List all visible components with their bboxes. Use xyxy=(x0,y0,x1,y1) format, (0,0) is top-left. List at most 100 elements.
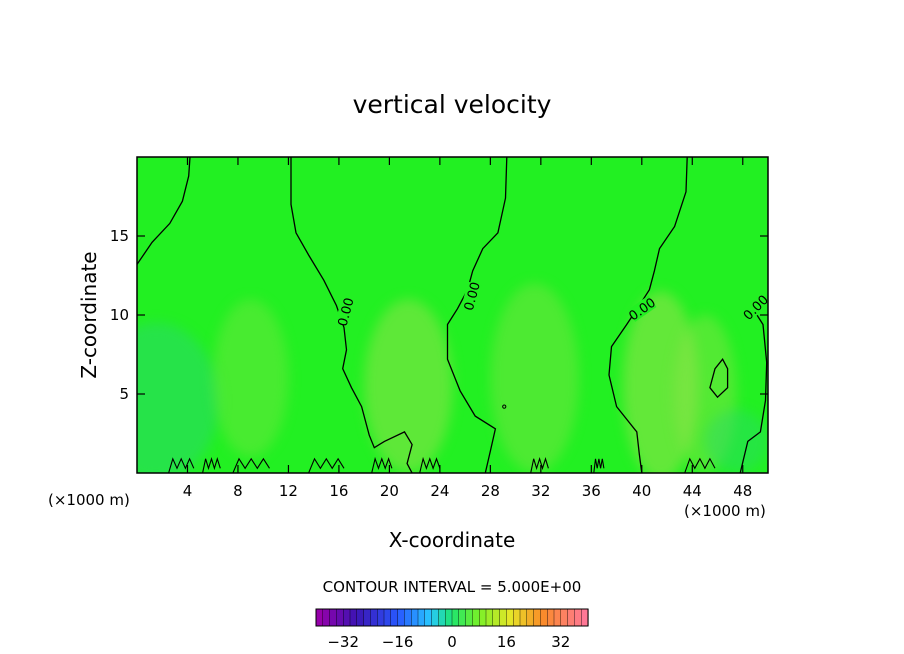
zero-contour xyxy=(290,157,413,473)
colorbar xyxy=(315,608,589,627)
noise-contour xyxy=(308,457,345,473)
colorbar-tick-label: 0 xyxy=(447,633,457,651)
y-tick-label: 10 xyxy=(110,306,129,324)
colorbar-cell xyxy=(492,608,501,627)
colorbar-cell xyxy=(547,608,555,627)
colorbar-cell xyxy=(479,608,487,627)
colorbar-cell xyxy=(472,608,480,627)
contour-label-bg xyxy=(741,292,768,322)
colorbar-cell xyxy=(424,608,433,627)
colorbar-tick-label: −16 xyxy=(382,633,414,651)
colorbar-tick-label: −32 xyxy=(327,633,359,651)
x-tick-label: 44 xyxy=(683,482,702,500)
shading-patch xyxy=(212,299,289,458)
colorbar-cell xyxy=(581,608,589,627)
colorbar-cell xyxy=(445,608,453,627)
noise-contour xyxy=(684,457,716,473)
noise-contour xyxy=(168,457,195,473)
colorbar-cell xyxy=(343,608,351,627)
x-tick-label: 40 xyxy=(632,482,651,500)
closed-contour xyxy=(709,358,729,399)
colorbar-cell xyxy=(451,608,460,627)
y-axis-label: Z-coordinate xyxy=(77,251,101,378)
colorbar-cell xyxy=(574,608,582,627)
colorbar-cell xyxy=(499,608,508,627)
x-tick-label: 24 xyxy=(430,482,449,500)
colorbar-cell xyxy=(377,608,385,627)
x-tick-label: 48 xyxy=(733,482,752,500)
noise-contour xyxy=(530,456,549,473)
colorbar-cell xyxy=(458,608,467,627)
colorbar-cell xyxy=(397,608,406,627)
x-tick-label: 8 xyxy=(233,482,243,500)
colorbar-cell xyxy=(363,608,372,627)
colorbar-cell xyxy=(431,608,440,627)
colorbar-ticks: −32 −16 0 16 32 xyxy=(327,633,570,651)
colorbar-cell xyxy=(356,608,365,627)
colorbar-cell xyxy=(519,608,528,627)
zero-contour xyxy=(739,308,768,473)
shading-patch xyxy=(490,283,579,473)
x-unit-label-left: (×1000 m) xyxy=(48,491,130,509)
noise-contour xyxy=(202,456,221,473)
colorbar-cell xyxy=(411,608,419,627)
colorbar-cell xyxy=(533,608,541,627)
chart-title: vertical velocity xyxy=(353,90,552,119)
contour-label-bg xyxy=(461,281,482,311)
colorbar-cell xyxy=(513,608,521,627)
y-tick-label: 5 xyxy=(119,385,129,403)
colorbar-tick-label: 32 xyxy=(551,633,570,651)
x-unit-label-right: (×1000 m) xyxy=(684,502,766,520)
colorbar-cell xyxy=(404,608,412,627)
colorbar-cell xyxy=(417,608,426,627)
y-tick-label: 15 xyxy=(110,227,129,245)
colorbar-tick-label: 16 xyxy=(497,633,516,651)
x-tick-label: 32 xyxy=(531,482,550,500)
colorbar-cell xyxy=(485,608,494,627)
noise-contour xyxy=(593,458,605,473)
colorbar-cell xyxy=(438,608,446,627)
y-axis-ticks: 5 10 15 xyxy=(110,227,768,403)
colorbar-cell xyxy=(383,608,392,627)
x-tick-label: 36 xyxy=(582,482,601,500)
colorbar-cell xyxy=(560,608,569,627)
colorbar-cell xyxy=(567,608,575,627)
colorbar-cell xyxy=(329,608,338,627)
contour-label-bg xyxy=(335,297,356,327)
colorbar-cell xyxy=(370,608,378,627)
colorbar-cell xyxy=(349,608,358,627)
noise-contour xyxy=(232,457,270,473)
contour-label: 0.00 xyxy=(336,296,358,328)
shading-patch xyxy=(673,315,737,473)
colorbar-cell xyxy=(465,608,474,627)
colorbar-cell xyxy=(390,608,399,627)
colorbar-frame xyxy=(315,608,589,627)
colorbar-cell xyxy=(336,608,344,627)
shading-patch xyxy=(137,322,220,473)
zero-contour xyxy=(446,157,508,473)
colorbar-cell xyxy=(526,608,535,627)
contour-label: 0.00 xyxy=(462,281,484,313)
x-axis-ticks: 4 8 12 16 20 24 28 32 36 40 44 48 xyxy=(183,157,752,500)
shading-patch xyxy=(364,299,453,473)
colorbar-cell xyxy=(553,608,562,627)
contour-label-bg xyxy=(627,295,657,322)
x-tick-label: 20 xyxy=(380,482,399,500)
shading-patch xyxy=(622,291,699,473)
x-tick-label: 4 xyxy=(183,482,193,500)
contour-point xyxy=(502,404,507,409)
x-tick-label: 28 xyxy=(481,482,500,500)
x-tick-label: 16 xyxy=(329,482,348,500)
field-shading xyxy=(137,283,768,473)
zero-contour xyxy=(137,157,191,265)
x-axis-label: X-coordinate xyxy=(389,528,516,552)
noise-contour xyxy=(419,456,441,473)
contour-interval-text: CONTOUR INTERVAL = 5.000E+00 xyxy=(323,578,582,596)
x-tick-label: 12 xyxy=(279,482,298,500)
colorbar-cell xyxy=(506,608,514,627)
noise-contour xyxy=(371,456,393,473)
shading-patch xyxy=(704,409,768,473)
colorbar-cell xyxy=(540,608,548,627)
colorbar-cell xyxy=(322,608,331,627)
